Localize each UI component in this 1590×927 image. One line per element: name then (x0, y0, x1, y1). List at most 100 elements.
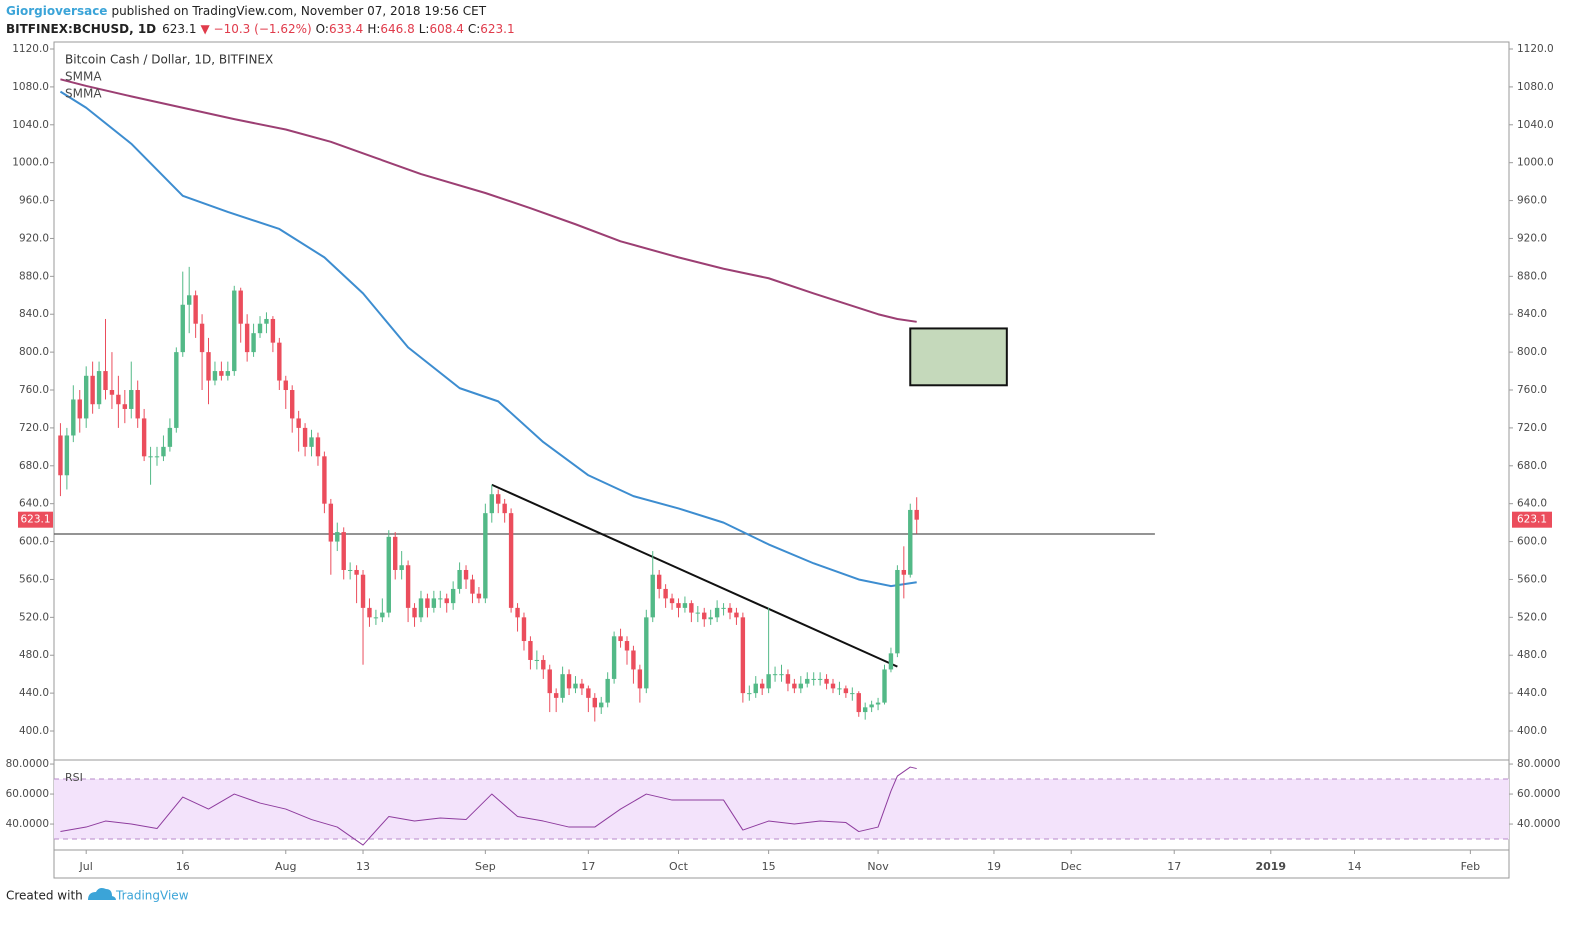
candle-body (232, 290, 237, 372)
y-tick-label: 40.0000 (1517, 818, 1560, 830)
candle-body (418, 598, 424, 618)
candle-body (238, 290, 243, 324)
candle-body (405, 565, 411, 608)
candle-body (83, 375, 89, 419)
price-tag-label: 623.1 (20, 514, 50, 526)
tradingview-logo[interactable] (88, 888, 116, 900)
y-tick-label: 680.0 (1517, 460, 1547, 472)
x-tick-label: 16 (176, 860, 190, 873)
y-tick-label: 960.0 (19, 195, 49, 207)
candle-body (103, 371, 108, 391)
y-tick-label: 1120.0 (12, 43, 49, 55)
candle-body (431, 598, 437, 608)
candle-body (347, 569, 353, 571)
candle-body (96, 371, 102, 405)
candle-body (438, 598, 443, 600)
y-tick-label: 800.0 (19, 346, 49, 358)
candle-body (534, 659, 540, 661)
candle-body (850, 693, 855, 695)
candle-body (566, 674, 572, 689)
y-tick-label: 1080.0 (12, 81, 49, 93)
candle-body (412, 607, 417, 618)
candle-body (219, 371, 224, 376)
candle-body (592, 697, 597, 708)
y-tick-label: 80.0000 (1517, 758, 1560, 770)
publish-line: Giorgioversace published on TradingView.c… (6, 4, 487, 18)
candle-body (257, 323, 263, 334)
candle-body (225, 371, 231, 376)
y-tick-label: 520.0 (1517, 611, 1547, 623)
symbol-line: BITFINEX:BCHUSD, 1D 623.1 ▼ −10.3 (−1.62%)… (6, 22, 515, 36)
candle-body (380, 612, 385, 618)
l-value: 608.4 (429, 22, 463, 36)
candle-body (882, 669, 887, 703)
candle-body (180, 304, 185, 353)
y-tick-label: 1040.0 (12, 119, 49, 131)
h-label: H: (367, 22, 380, 36)
candle-body (483, 513, 488, 599)
candle-body (463, 569, 469, 580)
y-tick-label: 720.0 (19, 422, 49, 434)
candle-body (541, 659, 546, 670)
candle-body (502, 503, 507, 514)
candle-body (798, 683, 804, 689)
candle-body (77, 399, 82, 419)
y-tick-label: 1000.0 (1517, 157, 1554, 169)
candle-body (496, 494, 501, 504)
candle-body (785, 674, 791, 684)
h-value: 646.8 (380, 22, 414, 36)
candle-body (914, 509, 919, 520)
rsi-band (54, 779, 1509, 840)
y-tick-label: 400.0 (1517, 725, 1547, 737)
legend-entry: SMMA (65, 70, 102, 84)
candle-body (586, 688, 591, 698)
candle-body (148, 456, 153, 458)
candle-body (71, 399, 76, 436)
o-value: 633.4 (329, 22, 363, 36)
candle-body (264, 318, 269, 324)
y-tick-label: 840.0 (19, 308, 49, 320)
candle-body (875, 702, 881, 705)
candle-body (708, 617, 713, 620)
candle-body (315, 437, 321, 457)
candle-body (154, 456, 160, 458)
x-tick-label: Feb (1461, 860, 1480, 873)
x-tick-label: 17 (581, 860, 595, 873)
candle-body (862, 707, 868, 713)
candle-body (721, 607, 726, 609)
footer-brand[interactable]: TradingView (115, 889, 189, 903)
candle-body (727, 607, 733, 613)
y-tick-label: 840.0 (1517, 308, 1547, 320)
y-tick-label: 60.0000 (1517, 788, 1560, 800)
candle-body (373, 617, 379, 619)
change: ▼ −10.3 (−1.62%) (201, 22, 312, 36)
candle-body (637, 669, 643, 689)
y-tick-label: 600.0 (19, 536, 49, 548)
candle-body (766, 674, 771, 689)
candle-body (650, 574, 655, 618)
c-value: 623.1 (480, 22, 514, 36)
y-tick-label: 640.0 (19, 498, 49, 510)
price-tag (1512, 511, 1552, 528)
x-tick-label: Jul (79, 860, 93, 873)
y-tick-label: 1080.0 (1517, 81, 1554, 93)
y-tick-label: 40.0000 (6, 818, 49, 830)
x-tick-label: 13 (356, 860, 370, 873)
candle-body (843, 688, 849, 694)
candle-body (199, 323, 205, 353)
candle-body (747, 693, 752, 695)
price-tag-label: 623.1 (1517, 514, 1547, 526)
candle-body (740, 617, 746, 694)
last-price: 623.1 (162, 22, 196, 36)
candle-body (817, 678, 823, 680)
candle-body (618, 636, 623, 642)
candle-body (547, 669, 552, 694)
author[interactable]: Giorgioversace (6, 4, 107, 18)
candle-body (695, 612, 701, 614)
candle-body (386, 536, 391, 613)
candle-body (129, 390, 134, 409)
price-tag (18, 511, 53, 528)
candle-body (702, 612, 707, 620)
